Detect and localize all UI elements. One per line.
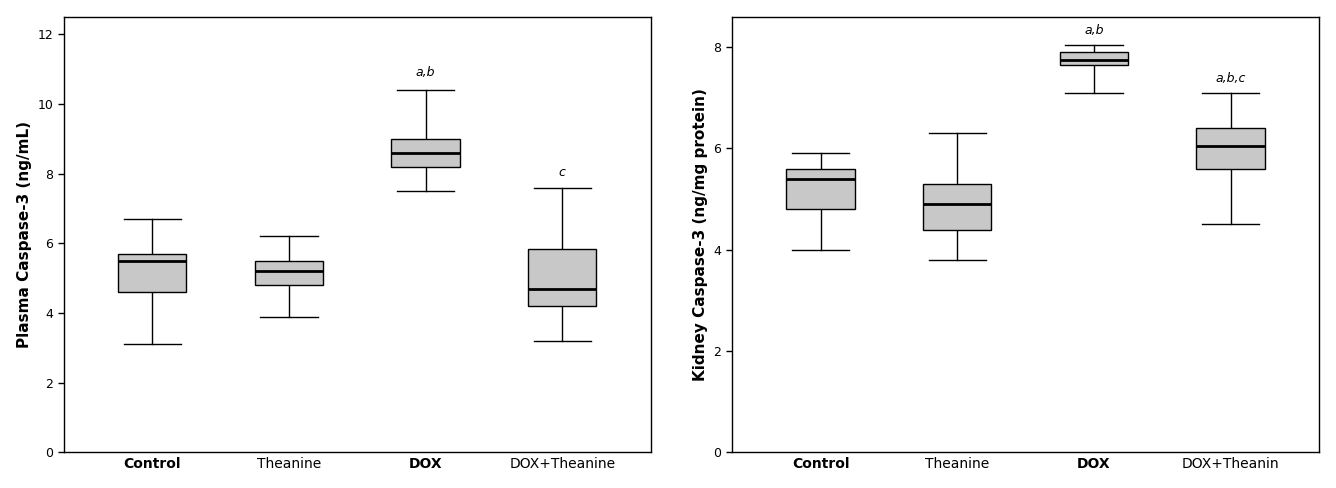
Bar	[787, 169, 855, 209]
Y-axis label: Kidney Caspase-3 (ng/mg protein): Kidney Caspase-3 (ng/mg protein)	[693, 88, 708, 381]
Text: a,b,c: a,b,c	[1216, 72, 1245, 85]
Bar	[391, 139, 460, 166]
Bar	[1196, 128, 1265, 169]
Bar	[923, 184, 991, 229]
Bar	[1059, 52, 1128, 65]
Text: a,b: a,b	[415, 66, 436, 80]
Bar	[528, 248, 596, 306]
Text: c: c	[558, 166, 565, 179]
Text: a,b: a,b	[1083, 24, 1104, 37]
Bar	[118, 254, 187, 292]
Y-axis label: Plasma Caspase-3 (ng/mL): Plasma Caspase-3 (ng/mL)	[16, 121, 32, 348]
Bar	[255, 261, 323, 285]
